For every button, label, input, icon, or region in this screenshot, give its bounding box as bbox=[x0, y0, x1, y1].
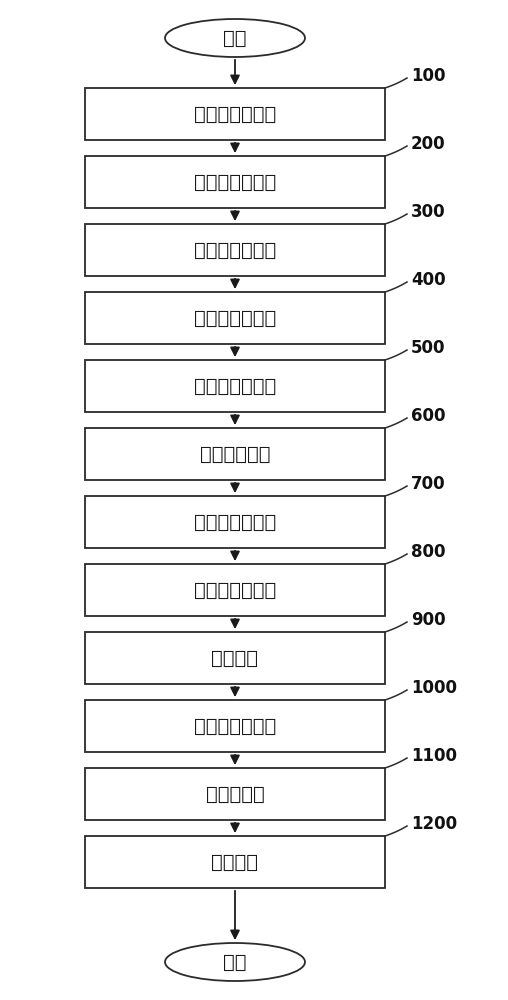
Text: 形成第二存储层: 形成第二存储层 bbox=[194, 580, 276, 599]
Text: 100: 100 bbox=[411, 67, 446, 85]
Text: 形成栓塞: 形成栓塞 bbox=[211, 852, 259, 871]
Bar bbox=[85, 156, 385, 208]
Bar bbox=[85, 224, 385, 276]
Text: 700: 700 bbox=[411, 475, 446, 493]
Text: 形成开口: 形成开口 bbox=[211, 648, 259, 668]
Bar bbox=[85, 496, 385, 548]
Text: 900: 900 bbox=[411, 611, 446, 629]
Text: 结束: 结束 bbox=[223, 952, 247, 972]
Bar bbox=[85, 292, 385, 344]
Bar bbox=[85, 360, 385, 412]
Text: 形成填充层: 形成填充层 bbox=[206, 784, 264, 804]
Text: 形成中间阻挡层: 形成中间阻挡层 bbox=[194, 376, 276, 395]
Text: 500: 500 bbox=[411, 339, 446, 357]
Text: 形成第一沟道层: 形成第一沟道层 bbox=[194, 240, 276, 259]
Text: 300: 300 bbox=[411, 203, 446, 221]
Text: 形成中间导电部: 形成中间导电部 bbox=[194, 308, 276, 328]
Text: 800: 800 bbox=[411, 543, 446, 561]
Bar bbox=[85, 632, 385, 684]
Text: 400: 400 bbox=[411, 271, 446, 289]
Text: 形成第二堆栈: 形成第二堆栈 bbox=[200, 444, 270, 464]
Ellipse shape bbox=[165, 943, 305, 981]
Text: 形成第二沟道层: 形成第二沟道层 bbox=[194, 716, 276, 736]
Text: 600: 600 bbox=[411, 407, 446, 425]
Bar bbox=[85, 836, 385, 888]
Text: 1100: 1100 bbox=[411, 747, 457, 765]
Bar bbox=[85, 564, 385, 616]
Text: 200: 200 bbox=[411, 135, 446, 153]
Ellipse shape bbox=[165, 19, 305, 57]
Bar bbox=[85, 428, 385, 480]
Bar bbox=[85, 768, 385, 820]
Text: 开始: 开始 bbox=[223, 28, 247, 47]
Text: 提供半导体结构: 提供半导体结构 bbox=[194, 104, 276, 123]
Text: 形成第一存储层: 形成第一存储层 bbox=[194, 172, 276, 192]
Bar bbox=[85, 88, 385, 140]
Bar bbox=[85, 700, 385, 752]
Text: 形成第二沟道孔: 形成第二沟道孔 bbox=[194, 512, 276, 532]
Text: 1200: 1200 bbox=[411, 815, 457, 833]
Text: 1000: 1000 bbox=[411, 679, 457, 697]
